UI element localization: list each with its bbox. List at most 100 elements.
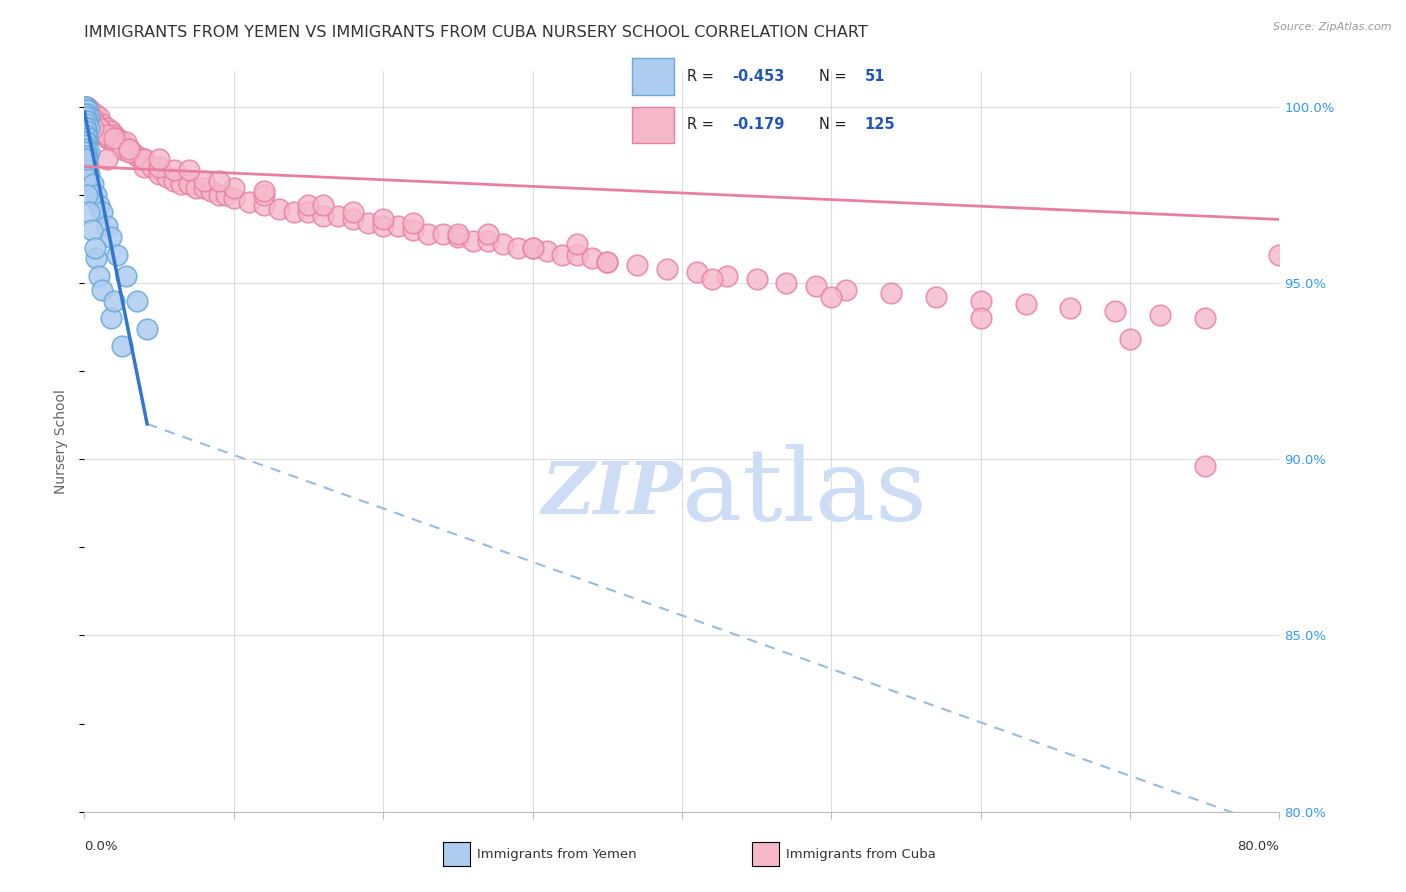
Point xyxy=(75,106,97,120)
Point xyxy=(77,205,100,219)
Point xyxy=(91,205,114,219)
Point xyxy=(76,117,98,131)
Point xyxy=(105,248,128,262)
Point xyxy=(186,180,208,194)
Point xyxy=(536,244,558,259)
Point xyxy=(80,106,103,120)
Text: R =: R = xyxy=(686,70,718,84)
Point xyxy=(416,227,439,241)
Point xyxy=(75,106,97,120)
Point xyxy=(76,103,98,117)
Point xyxy=(342,212,364,227)
Text: N =: N = xyxy=(820,118,852,133)
Point xyxy=(745,272,768,286)
Point xyxy=(100,311,122,326)
Point xyxy=(82,177,104,191)
Point xyxy=(79,110,101,124)
Point xyxy=(970,293,993,308)
Point xyxy=(970,311,993,326)
Point xyxy=(75,128,97,142)
Point xyxy=(75,103,97,117)
Point xyxy=(148,167,170,181)
Point xyxy=(328,209,350,223)
Point xyxy=(91,283,114,297)
Point xyxy=(686,265,709,279)
Point xyxy=(77,110,100,124)
Point xyxy=(97,131,120,145)
Point xyxy=(77,106,100,120)
Point xyxy=(567,248,589,262)
Bar xyxy=(631,106,673,144)
Point xyxy=(82,113,104,128)
Point xyxy=(115,268,138,283)
Point xyxy=(75,170,97,185)
Point xyxy=(76,103,98,117)
Point xyxy=(79,113,101,128)
Point xyxy=(1194,459,1216,474)
Point xyxy=(402,223,425,237)
Point xyxy=(89,110,111,124)
Text: 51: 51 xyxy=(865,70,884,84)
Point xyxy=(91,117,114,131)
Point xyxy=(86,251,108,265)
Point xyxy=(75,153,97,167)
Point xyxy=(267,202,290,216)
Text: 80.0%: 80.0% xyxy=(1237,840,1279,853)
Point xyxy=(371,219,394,234)
Text: R =: R = xyxy=(686,118,718,133)
Point xyxy=(76,187,98,202)
Point xyxy=(96,128,118,142)
Point xyxy=(75,100,97,114)
Point xyxy=(76,103,98,117)
Point xyxy=(75,103,97,117)
Point xyxy=(96,131,118,145)
Point xyxy=(312,198,335,212)
Point xyxy=(626,258,648,272)
Point xyxy=(208,187,231,202)
Point xyxy=(82,110,104,124)
Point xyxy=(76,113,98,128)
Point xyxy=(75,156,97,170)
Point xyxy=(716,268,738,283)
Point xyxy=(111,142,134,156)
Point xyxy=(79,103,101,117)
Point xyxy=(100,230,122,244)
Point xyxy=(238,194,260,209)
Point xyxy=(925,290,948,304)
Point xyxy=(148,153,170,167)
Point xyxy=(1268,248,1291,262)
Point xyxy=(89,120,111,135)
Point xyxy=(118,145,141,160)
Point xyxy=(75,124,97,138)
Point xyxy=(193,174,215,188)
Point xyxy=(297,205,319,219)
Point xyxy=(148,160,170,174)
Point xyxy=(1059,301,1081,315)
Point xyxy=(86,117,108,131)
Point xyxy=(148,163,170,178)
Point xyxy=(86,120,108,135)
Point xyxy=(163,174,186,188)
Bar xyxy=(631,58,673,95)
Point xyxy=(93,128,115,142)
Point xyxy=(75,163,97,178)
Point xyxy=(253,198,276,212)
Point xyxy=(357,216,380,230)
Point xyxy=(77,145,100,160)
Y-axis label: Nursery School: Nursery School xyxy=(55,389,69,494)
Point xyxy=(596,254,619,268)
Point xyxy=(215,187,238,202)
Point xyxy=(880,286,903,301)
Point xyxy=(170,177,193,191)
Point xyxy=(655,261,678,276)
Point xyxy=(77,120,100,135)
Point xyxy=(477,227,499,241)
Point xyxy=(342,205,364,219)
Point xyxy=(371,212,394,227)
Point xyxy=(132,153,156,167)
Point xyxy=(96,219,118,234)
Point xyxy=(103,131,125,145)
Point xyxy=(835,283,858,297)
Point xyxy=(76,135,98,149)
Point xyxy=(581,251,603,265)
